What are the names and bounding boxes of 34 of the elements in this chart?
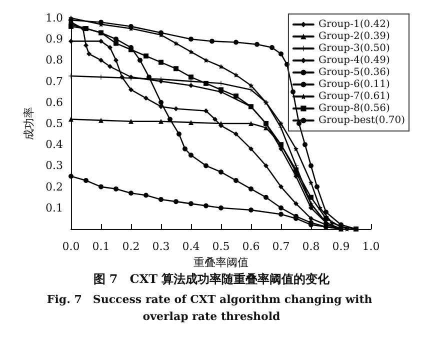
- legend-label: Group-8(0.56): [318, 103, 390, 114]
- text: 图 7 CXT 算法成功率随重叠率阈值的变化: [93, 272, 331, 286]
- y-tick-label: 1.0: [46, 12, 63, 24]
- x-tick-label: 0.5: [212, 240, 230, 253]
- y-tick-label: 0.7: [46, 74, 63, 88]
- y-tick-label: 0.6: [46, 96, 63, 109]
- x-tick-label: 0.1: [92, 240, 110, 253]
- y-tick-label: 0.1: [46, 201, 63, 214]
- text: Fig. 7 Success rate of CXT algorithm changing with overlap rate threshold: [46, 293, 376, 323]
- y-axis-title: 成功率: [22, 107, 36, 140]
- x-tick-label: 1.0: [362, 240, 380, 253]
- y-tick-label: 0.5: [46, 117, 63, 130]
- legend-label: Group-2(0.39): [318, 31, 390, 42]
- legend-label: Group-3(0.50): [318, 43, 390, 54]
- x-axis-title: 重叠率阈值: [194, 256, 248, 269]
- x-tick-label: 0.2: [122, 240, 140, 253]
- x-tick-label: 0.9: [332, 240, 350, 253]
- legend-label: Group-5(0.36): [318, 67, 390, 78]
- y-tick-label: 0.3: [46, 159, 63, 172]
- legend-label: Group-7(0.61): [318, 91, 390, 102]
- x-tick-label: 0.3: [152, 240, 170, 253]
- y-tick-label: 0.2: [46, 180, 63, 194]
- x-tick-label: 0.6: [242, 240, 260, 253]
- legend-label: Group-1(0.42): [318, 19, 390, 30]
- legend-label: Group-6(0.11): [318, 79, 390, 90]
- x-tick-label: 0.4: [182, 240, 200, 253]
- x-tick-label: 0.8: [302, 240, 320, 253]
- y-tick-label: 0.4: [46, 138, 63, 152]
- y-tick-label: 0.8: [46, 54, 63, 67]
- x-tick-label: 0.0: [62, 240, 80, 253]
- legend-label: Group-best(0.70): [318, 115, 406, 126]
- y-tick-label: 0.9: [46, 32, 63, 46]
- legend-label: Group-4(0.49): [318, 55, 390, 66]
- x-tick-label: 0.7: [272, 240, 290, 253]
